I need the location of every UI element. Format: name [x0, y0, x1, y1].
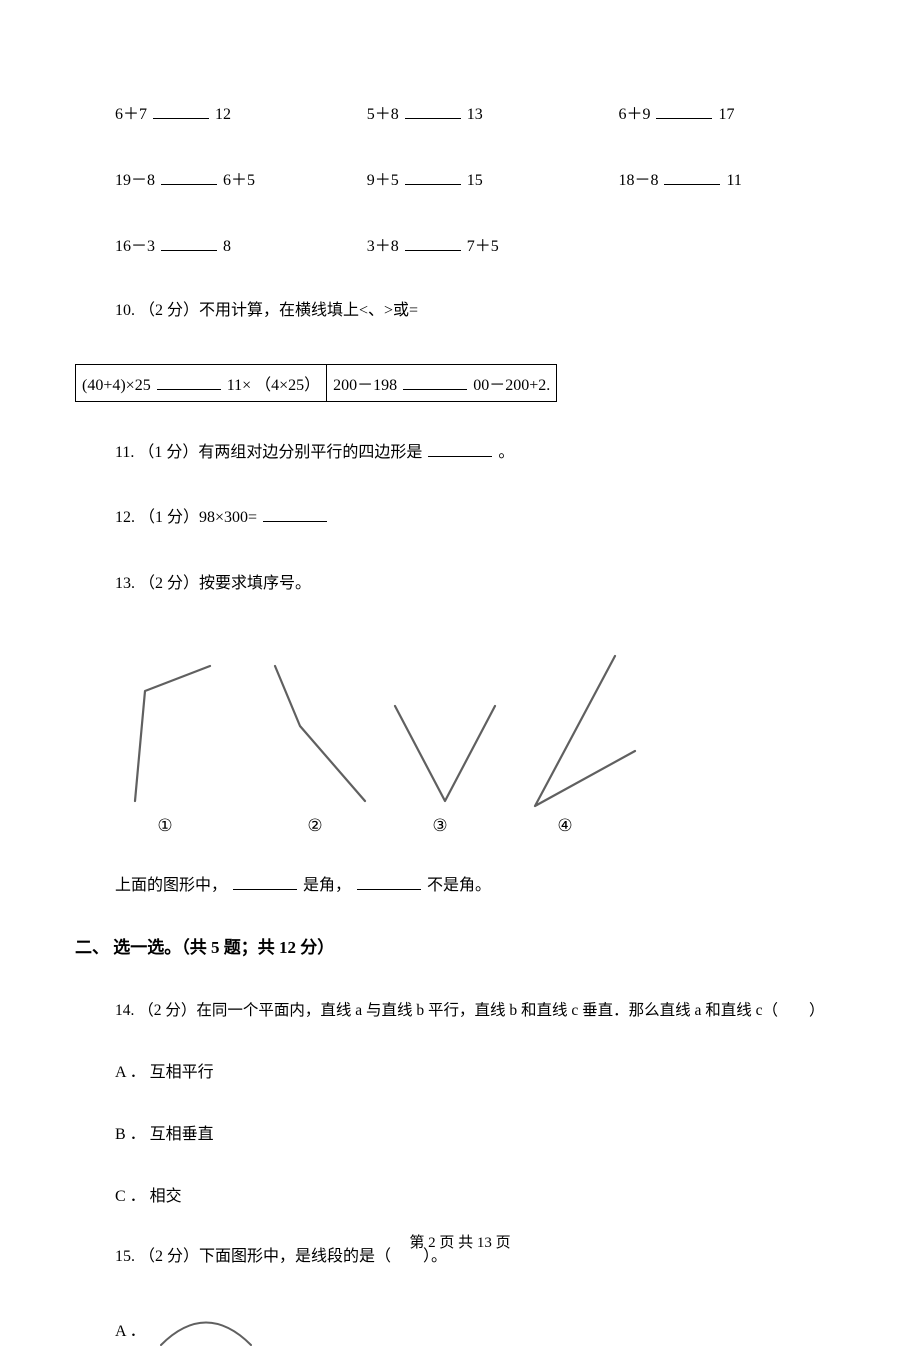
blank[interactable]	[403, 375, 467, 390]
section2-heading: 二、 选一选。（共 5 题；共 12 分）	[75, 933, 845, 958]
expr: 11× （4×25）	[227, 377, 320, 394]
expr: 00－200+2.	[473, 377, 550, 394]
grid-cell: 9＋5 15	[367, 166, 619, 190]
q11: 11. （1 分）有两组对边分别平行的四边形是 。	[115, 440, 845, 466]
q11-prefix: 11. （1 分）有两组对边分别平行的四边形是	[115, 444, 422, 461]
expr: 200－198	[333, 377, 397, 394]
q13-figure: ① ② ③ ④	[115, 636, 845, 851]
q14-option-a[interactable]: A ． 互相平行	[115, 1058, 845, 1082]
blank[interactable]	[405, 236, 461, 251]
blank[interactable]	[233, 875, 297, 890]
grid-cell: 19－8 6＋5	[115, 166, 367, 190]
expr: 11	[726, 172, 741, 189]
q15-A-prefix: A ．	[115, 1323, 146, 1340]
svg-text:①: ①	[157, 816, 172, 835]
expr: 19－8	[115, 172, 155, 189]
blank[interactable]	[263, 507, 327, 522]
expr: 15	[467, 172, 483, 189]
blank[interactable]	[405, 170, 461, 185]
grid-cell: 3＋8 7＋5	[367, 232, 619, 256]
blank[interactable]	[405, 104, 461, 119]
expr: 13	[467, 106, 483, 123]
expr: 6＋9	[618, 106, 650, 123]
expr: 7＋5	[467, 238, 499, 255]
expr: 17	[718, 106, 734, 123]
blank[interactable]	[153, 104, 209, 119]
expr: 5＋8	[367, 106, 399, 123]
expr: 6＋5	[223, 172, 255, 189]
expr: 16－3	[115, 238, 155, 255]
q12: 12. （1 分）98×300=	[115, 505, 845, 531]
text: 不是角。	[427, 877, 491, 894]
blank[interactable]	[428, 442, 492, 457]
arc-icon	[156, 1310, 256, 1355]
q15-option-a[interactable]: A ．	[115, 1310, 845, 1355]
expr: 8	[223, 238, 231, 255]
grid-cell: 16－3 8	[115, 232, 367, 256]
q11-suffix: 。	[498, 444, 514, 461]
expr: (40+4)×25	[82, 377, 151, 394]
svg-text:②: ②	[307, 816, 322, 835]
q14-option-c[interactable]: C ． 相交	[115, 1182, 845, 1206]
text: 是角，	[303, 877, 351, 894]
blank[interactable]	[357, 875, 421, 890]
q12-prefix: 12. （1 分）98×300=	[115, 509, 257, 526]
blank[interactable]	[656, 104, 712, 119]
blank[interactable]	[161, 170, 217, 185]
grid-cell: 5＋8 13	[367, 100, 619, 124]
text: 上面的图形中，	[115, 877, 227, 894]
expr: 12	[215, 106, 231, 123]
grid-cell: 6＋9 17	[618, 100, 845, 124]
q14-option-b[interactable]: B ． 互相垂直	[115, 1120, 845, 1144]
grid-cell: 6＋7 12	[115, 100, 367, 124]
q10-table: (40+4)×25 11× （4×25） 200－198 00－200+2.	[75, 364, 845, 402]
blank[interactable]	[664, 170, 720, 185]
svg-text:④: ④	[557, 816, 572, 835]
svg-text:③: ③	[432, 816, 447, 835]
q13-sentence: 上面的图形中， 是角， 不是角。	[115, 871, 845, 895]
grid-cell: 18－8 11	[618, 166, 845, 190]
q10-label: 10. （2 分）不用计算，在横线填上<、>或=	[115, 298, 845, 324]
q13-label: 13. （2 分）按要求填序号。	[115, 571, 845, 597]
page-footer: 第 2 页 共 13 页	[0, 1231, 920, 1252]
expr: 18－8	[618, 172, 658, 189]
blank[interactable]	[161, 236, 217, 251]
q14-text: 14. （2 分）在同一个平面内，直线 a 与直线 b 平行，直线 b 和直线 …	[115, 998, 845, 1020]
expr: 3＋8	[367, 238, 399, 255]
blank[interactable]	[157, 375, 221, 390]
expr: 9＋5	[367, 172, 399, 189]
expr: 6＋7	[115, 106, 147, 123]
